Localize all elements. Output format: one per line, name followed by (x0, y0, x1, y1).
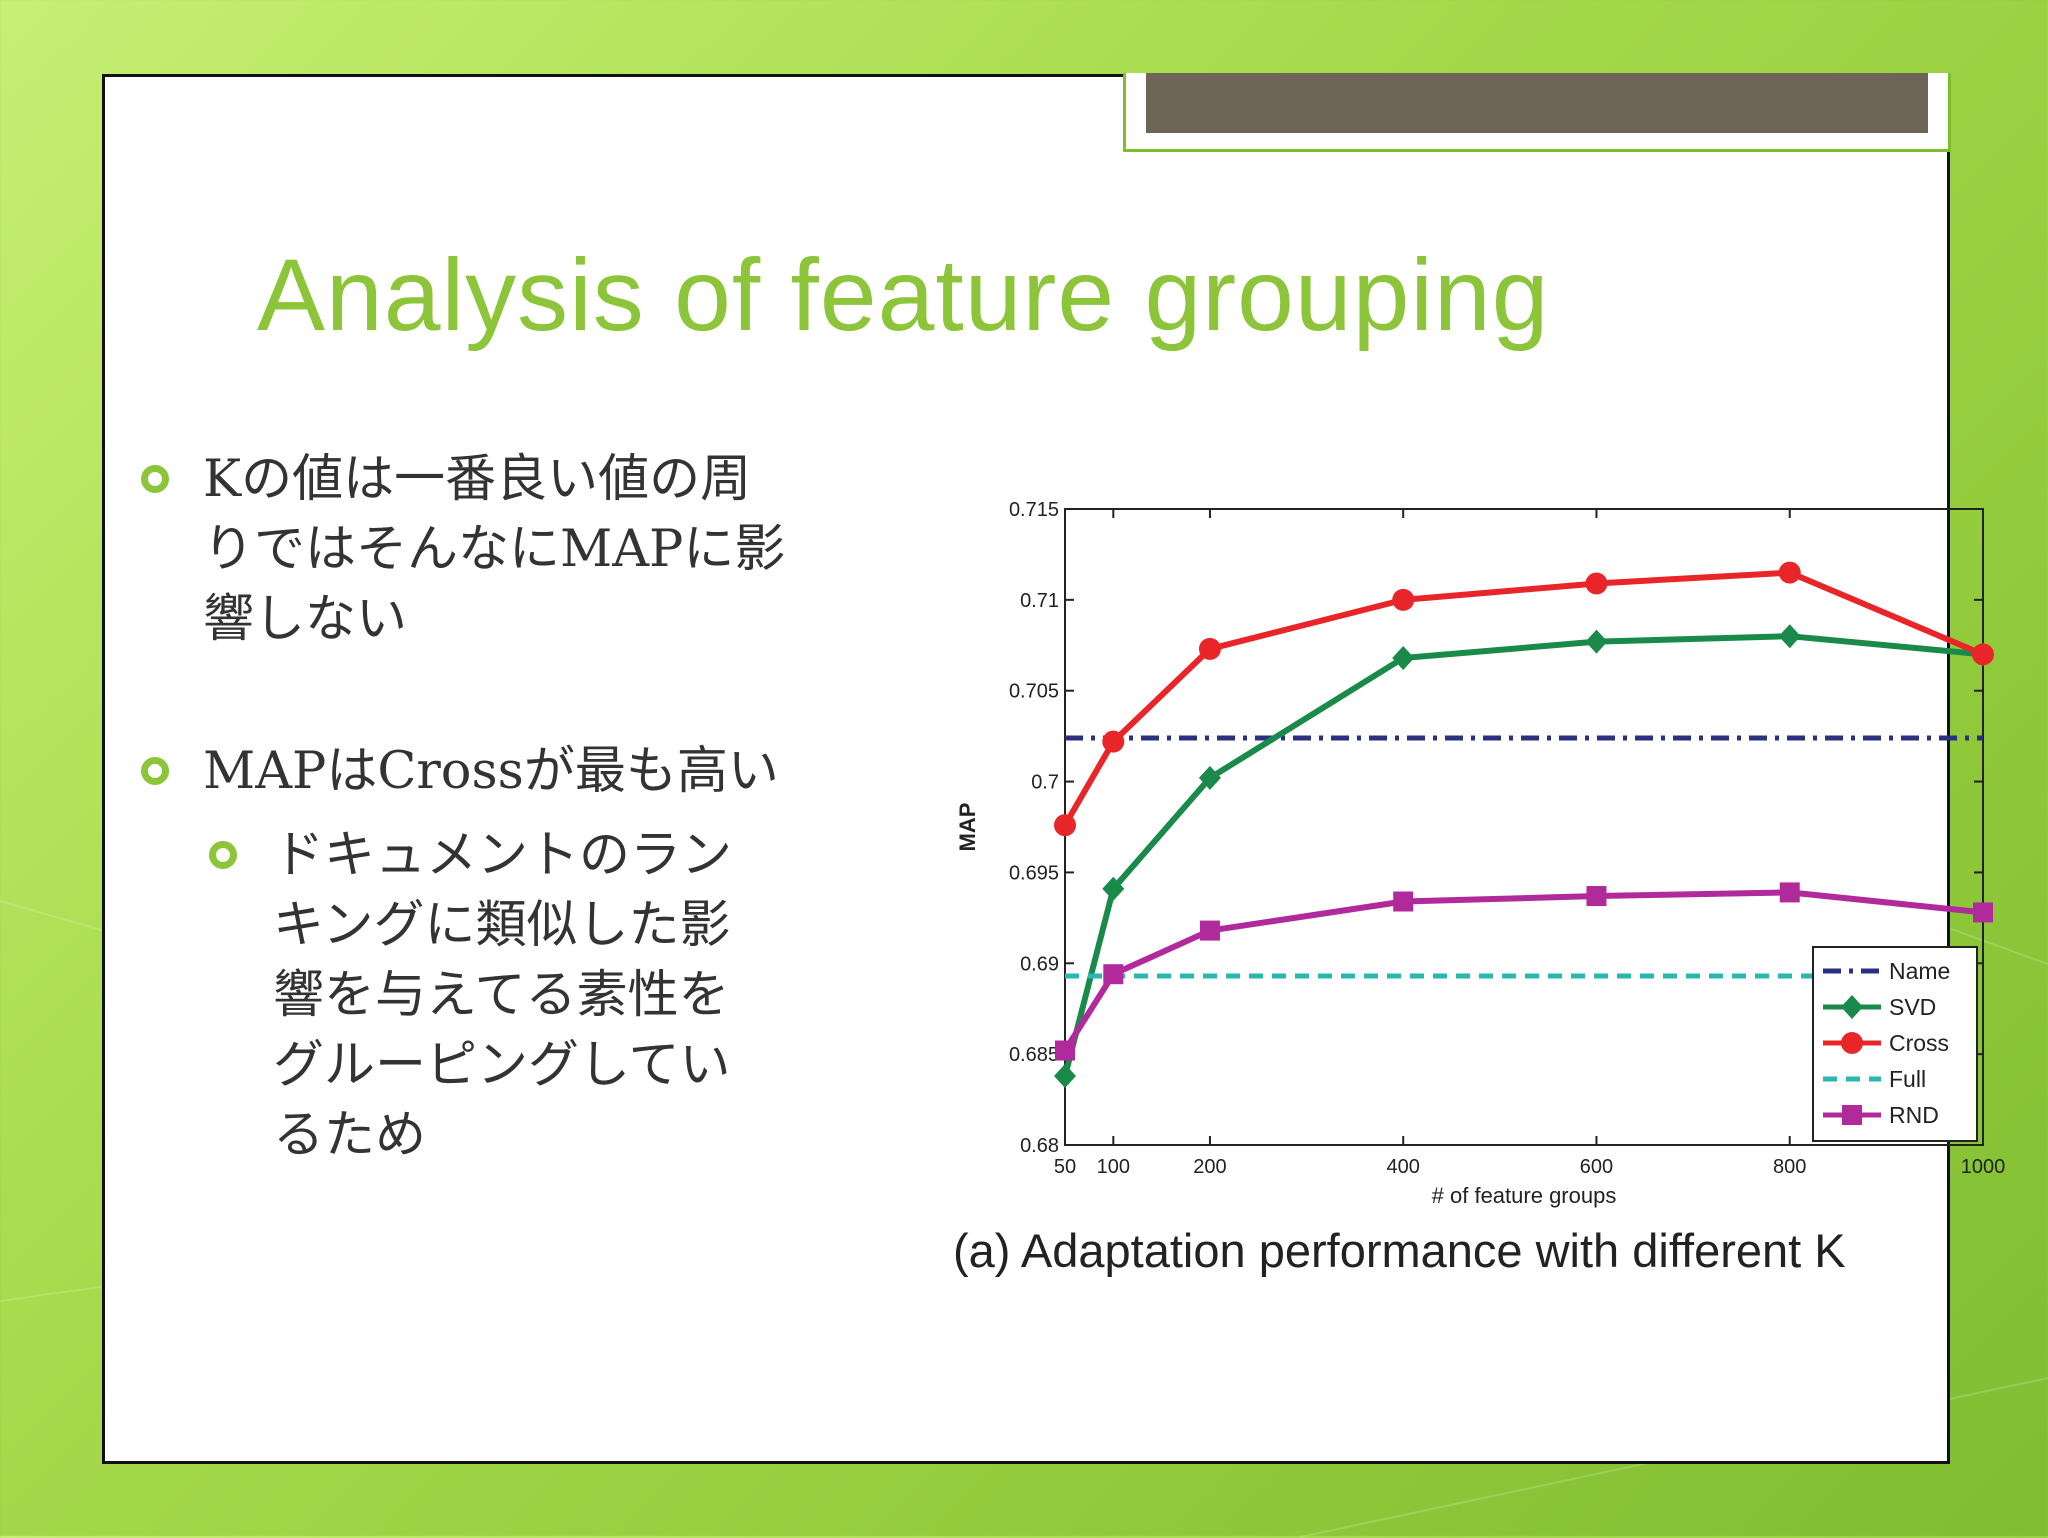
data-point-rnd (1586, 886, 1607, 907)
x-tick-label: 50 (1054, 1156, 1076, 1178)
data-point-rnd (1199, 920, 1220, 941)
y-axis-label: MAP (955, 803, 980, 852)
x-tick-label: 1000 (1961, 1156, 2006, 1178)
bullet-icon (141, 465, 169, 493)
bullet-icon (209, 841, 237, 869)
x-tick-label: 800 (1773, 1156, 1806, 1178)
data-point-cross (1198, 637, 1221, 660)
data-point-svd (1198, 765, 1221, 790)
data-point-rnd (1103, 964, 1124, 985)
legend-marker-svd (1841, 995, 1863, 1019)
data-point-svd (1392, 646, 1415, 671)
data-point-svd (1102, 876, 1125, 901)
y-tick-label: 0.7 (1031, 772, 1059, 794)
y-tick-label: 0.715 (1009, 499, 1059, 521)
legend-label-full: Full (1889, 1066, 1926, 1092)
legend-marker-rnd (1842, 1105, 1862, 1125)
x-tick-label: 400 (1387, 1156, 1420, 1178)
data-point-cross (1102, 730, 1125, 753)
legend-label-svd: SVD (1889, 994, 1936, 1020)
data-point-rnd (1973, 902, 1993, 923)
map-line-chart: 0.68 0.685 0.69 0.695 0.7 0.705 0.71 0.715 50 100… (953, 499, 2006, 1277)
data-point-cross (1972, 643, 1994, 666)
x-tick-label: 100 (1097, 1156, 1130, 1178)
data-point-cross (1778, 561, 1801, 584)
data-point-cross (1585, 572, 1608, 595)
data-point-svd (1585, 629, 1608, 654)
y-tick-label: 0.695 (1009, 862, 1059, 884)
data-point-rnd (1393, 891, 1414, 912)
data-point-rnd (1055, 1040, 1075, 1061)
header-tab (1123, 73, 1951, 152)
legend-marker-cross (1841, 1032, 1863, 1054)
data-point-cross (1054, 814, 1076, 837)
y-tick-label: 0.69 (1020, 953, 1059, 975)
y-tick-label: 0.705 (1009, 681, 1059, 703)
x-tick-label: 600 (1580, 1156, 1613, 1178)
data-point-cross (1392, 588, 1415, 611)
y-tick-label: 0.68 (1020, 1135, 1059, 1157)
data-point-rnd (1779, 882, 1800, 903)
slide: Analysis of feature grouping Kの値は一番良い値の周… (102, 73, 2005, 1464)
data-point-svd (1778, 624, 1801, 649)
header-tab-fill (1146, 73, 1928, 133)
bullet-icon (141, 757, 169, 785)
y-tick-label: 0.685 (1009, 1044, 1059, 1066)
data-point-svd (1054, 1063, 1076, 1088)
slide-title: Analysis of feature grouping (257, 238, 1550, 352)
legend-label-rnd: RND (1889, 1102, 1939, 1128)
x-tick-label: 200 (1193, 1156, 1226, 1178)
x-axis-label: # of feature groups (1432, 1183, 1617, 1208)
legend-label-cross: Cross (1889, 1030, 1949, 1056)
chart-caption: (a) Adaptation performance with differen… (953, 1224, 1846, 1277)
bullet-text: ドキュメントのランキングに類似した影響を与えてる素性をグルーピングしているため (273, 826, 733, 1165)
bullet-text: Kの値は一番良い値の周りではそんなにMAPに影響しない (203, 450, 786, 649)
y-tick-label: 0.71 (1020, 590, 1059, 612)
bullet-text: MAPはCrossが最も高い (203, 742, 779, 801)
legend-label-name: Name (1889, 958, 1950, 984)
